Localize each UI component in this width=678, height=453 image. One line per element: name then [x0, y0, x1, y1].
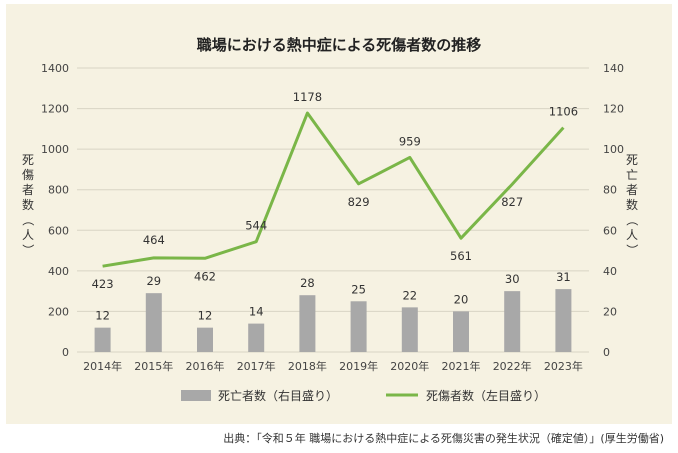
y-left-axis-label: 数 [22, 197, 34, 212]
y-right-axis-label: 亡 [626, 168, 638, 182]
y-right-tick-label: 60 [603, 224, 617, 237]
y-left-tick-label: 0 [62, 346, 69, 359]
x-tick-label: 2020年 [390, 359, 429, 373]
x-tick-label: 2021年 [442, 359, 481, 373]
line-value-label: 1178 [293, 90, 322, 104]
y-left-tick-label: 200 [48, 305, 69, 318]
legend-line-label: 死傷者数（左目盛り） [426, 388, 546, 403]
line-value-label: 464 [143, 233, 165, 247]
chart: 職場における熱中症による死傷者数の推移 12 29 12 14 28 25 22 20 30 31… [21, 36, 639, 403]
line-value-label: 561 [450, 249, 472, 263]
legend: 死亡者数（右目盛り） 死傷者数（左目盛り） [181, 388, 546, 403]
bar-value-label: 30 [505, 272, 520, 286]
y-left-tick-label: 800 [48, 184, 69, 197]
line-value-label: 959 [399, 134, 421, 148]
line-value-label: 829 [348, 195, 370, 209]
y-left-tick-label: 1000 [41, 143, 69, 156]
bar [94, 327, 111, 352]
y-right-tick-label: 80 [603, 184, 617, 197]
bar [299, 295, 316, 352]
line-series [102, 111, 565, 268]
y-left-tick-label: 400 [48, 265, 69, 278]
bar [504, 291, 521, 352]
axes: 0 200 400 600 800 1000 1200 1400 0 20 40 60 80 100 120… [21, 62, 639, 373]
y-left-axis-label: ） [21, 244, 35, 256]
line-value-label: 423 [92, 277, 114, 291]
source-note: 出典：「令和５年 職場における熱中症による死傷災害の発生状況（確定値）」(厚生労… [223, 432, 664, 445]
x-tick-label: 2016年 [186, 359, 225, 373]
line-path [102, 111, 565, 268]
legend-bar-swatch [181, 390, 211, 401]
y-left-axis-label: 者 [22, 183, 34, 197]
y-left-axis-label: 人 [22, 228, 34, 242]
y-right-axis-label: 数 [626, 197, 638, 212]
y-left-axis-label: （ [21, 214, 35, 226]
x-tick-label: 2019年 [339, 359, 378, 373]
bar [197, 327, 213, 352]
x-tick-label: 2015年 [134, 359, 173, 373]
bar [350, 301, 367, 352]
bar-value-label: 14 [249, 305, 264, 319]
y-right-tick-label: 140 [603, 62, 624, 75]
bar-value-label: 29 [146, 274, 161, 288]
y-right-axis-label: 死 [626, 153, 638, 167]
legend-bar-label: 死亡者数（右目盛り） [218, 388, 338, 403]
y-right-axis-label: ） [625, 244, 639, 256]
bar [145, 293, 162, 352]
data-labels: 12 29 12 14 28 25 22 20 30 31 423 464 462 544 1178 829 9… [92, 90, 578, 323]
bar [453, 311, 469, 352]
bar-value-label: 20 [454, 292, 469, 306]
y-right-axis-label: （ [625, 214, 639, 226]
x-tick-label: 2022年 [493, 359, 532, 373]
y-left-tick-label: 1200 [41, 103, 69, 116]
bar [401, 307, 418, 352]
bar-value-label: 25 [351, 282, 366, 296]
y-left-axis-label: 死 [22, 153, 34, 167]
y-right-tick-label: 120 [603, 103, 624, 116]
bar-value-label: 31 [556, 270, 571, 284]
y-left-axis-label: 傷 [22, 167, 34, 182]
x-tick-label: 2017年 [237, 359, 276, 373]
line-value-label: 462 [194, 269, 216, 283]
y-left-tick-label: 1400 [41, 62, 69, 75]
y-right-tick-label: 100 [603, 143, 624, 156]
line-value-label: 1106 [549, 105, 578, 119]
bar-value-label: 12 [198, 309, 213, 323]
y-right-axis-label: 人 [626, 228, 638, 242]
y-right-tick-label: 20 [603, 305, 617, 318]
bar [248, 323, 265, 352]
line-value-label: 827 [501, 195, 523, 209]
y-right-tick-label: 0 [603, 346, 610, 359]
chart-panel: 職場における熱中症による死傷者数の推移 12 29 12 14 28 25 22 20 30 31… [6, 4, 672, 424]
bar-value-label: 28 [300, 276, 315, 290]
bar-value-label: 22 [402, 288, 417, 302]
bar-value-label: 12 [95, 309, 110, 323]
y-right-axis-label: 者 [626, 183, 638, 197]
x-tick-label: 2023年 [544, 359, 583, 373]
line-value-label: 544 [245, 219, 267, 233]
y-right-tick-label: 40 [603, 265, 617, 278]
y-left-tick-label: 600 [48, 224, 69, 237]
bar-series [94, 289, 572, 352]
chart-title: 職場における熱中症による死傷者数の推移 [197, 36, 482, 54]
x-tick-label: 2018年 [288, 359, 327, 373]
bar [555, 289, 572, 352]
x-tick-label: 2014年 [83, 359, 122, 373]
